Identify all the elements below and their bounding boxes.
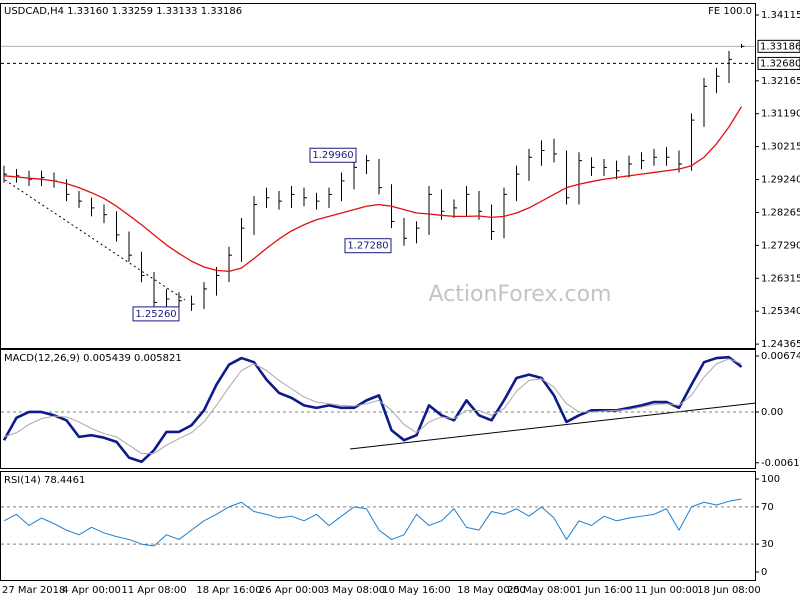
indicator-label: FE 100.0 xyxy=(708,6,752,17)
annotation-box xyxy=(344,238,392,254)
rsi-title: RSI(14) 78.4461 xyxy=(4,475,85,486)
price-panel xyxy=(0,3,756,349)
x-tick-label: 25 May 08:00 xyxy=(507,585,576,596)
x-tick-label: 18 May 00:00 xyxy=(457,585,526,596)
trend-line xyxy=(349,402,757,450)
annotation: 1.29960 xyxy=(312,150,353,161)
watermark: ActionForex.com xyxy=(429,282,612,307)
x-tick-label: 27 Mar 2018 xyxy=(2,585,65,596)
series-line xyxy=(3,498,742,547)
x-tick-label: 26 Apr 00:00 xyxy=(259,585,324,596)
trend-line xyxy=(4,179,186,301)
series-line xyxy=(3,106,743,273)
y-tick-label: 30 xyxy=(761,539,774,550)
y-tick-label: 1.31190 xyxy=(761,109,800,120)
x-tick-label: 10 May 16:00 xyxy=(382,585,451,596)
x-tick-label: 11 Jun 00:00 xyxy=(635,585,699,596)
annotation: 1.27280 xyxy=(347,241,388,252)
y-tick-label: 0.006745 xyxy=(761,351,800,362)
price-label-box xyxy=(757,56,800,70)
x-tick-label: 11 Apr 08:00 xyxy=(121,585,186,596)
annotation: 1.25260 xyxy=(135,309,176,320)
y-tick-label: 1.25340 xyxy=(761,306,800,317)
chart-title: USDCAD,H4 1.33160 1.33259 1.33133 1.3318… xyxy=(4,6,242,17)
x-tick-label: 4 Apr 00:00 xyxy=(62,585,121,596)
y-tick-label: 1.34115 xyxy=(761,10,800,21)
x-tick-label: 18 Apr 16:00 xyxy=(196,585,261,596)
series-line xyxy=(3,358,742,454)
price-label: 1.33186 xyxy=(760,41,800,52)
annotation-box xyxy=(132,306,180,322)
x-tick-label: 1 Jun 16:00 xyxy=(575,585,632,596)
y-tick-label: -0.006119 xyxy=(761,458,800,469)
y-tick-label: 70 xyxy=(761,502,774,513)
rsi-panel xyxy=(0,471,756,581)
y-tick-label: 1.29240 xyxy=(761,175,800,186)
annotation-box xyxy=(309,147,357,163)
y-tick-label: 1.27290 xyxy=(761,240,800,251)
y-tick-label: 0.00 xyxy=(761,407,783,418)
x-tick-label: 3 May 08:00 xyxy=(323,585,385,596)
macd-panel xyxy=(0,349,756,469)
y-tick-label: 1.24365 xyxy=(761,339,800,350)
x-tick-label: 18 Jun 08:00 xyxy=(697,585,761,596)
y-tick-label: 1.30215 xyxy=(761,142,800,153)
y-tick-label: 1.32165 xyxy=(761,76,800,87)
y-tick-label: 100 xyxy=(761,474,780,485)
y-tick-label: 1.26315 xyxy=(761,273,800,284)
y-tick-label: 0 xyxy=(761,567,767,578)
price-label: 1.32680 xyxy=(760,58,800,69)
y-tick-label: 1.28265 xyxy=(761,207,800,218)
macd-title: MACD(12,26,9) 0.005439 0.005821 xyxy=(4,353,182,364)
price-label-box xyxy=(757,39,800,53)
